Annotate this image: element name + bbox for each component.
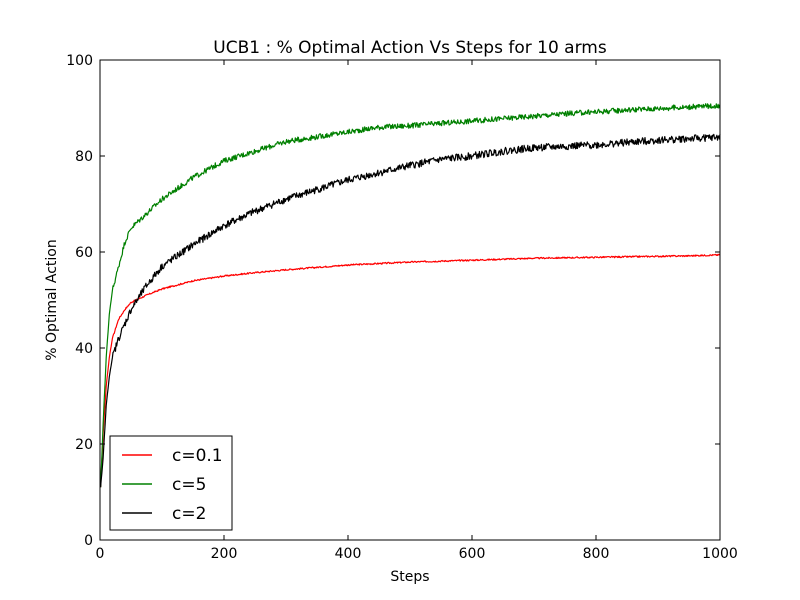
y-tick-label: 80 [75, 149, 93, 165]
legend-label: c=5 [172, 475, 206, 495]
series-line-c=2 [100, 133, 721, 488]
y-tick-label: 20 [75, 437, 93, 453]
y-tick-label: 0 [84, 533, 93, 549]
legend: c=0.1 c=5 c=2 [109, 435, 233, 531]
y-tick-label: 40 [75, 341, 93, 357]
plot-frame [99, 59, 721, 541]
x-tick-label: 1000 [702, 546, 738, 562]
axis-ticks: 0 200 400 600 800 1000 0 20 40 60 80 100 [66, 53, 738, 562]
plot-lines [100, 103, 721, 488]
x-axis-label: Steps [390, 569, 429, 585]
chart-title: UCB1 : % Optimal Action Vs Steps for 10 … [213, 38, 607, 58]
x-tick-label: 600 [459, 546, 486, 562]
series-line-c=5 [100, 103, 721, 488]
x-tick-label: 400 [335, 546, 362, 562]
x-tick-label: 0 [96, 546, 105, 562]
legend-label: c=2 [172, 504, 206, 524]
y-tick-label: 60 [75, 245, 93, 261]
legend-box [109, 435, 233, 531]
x-tick-label: 800 [583, 546, 610, 562]
legend-label: c=0.1 [172, 446, 223, 466]
y-axis-label: % Optimal Action [44, 239, 60, 360]
x-tick-label: 200 [211, 546, 238, 562]
series-line-c=0.1 [100, 253, 721, 488]
y-tick-label: 100 [66, 53, 93, 69]
